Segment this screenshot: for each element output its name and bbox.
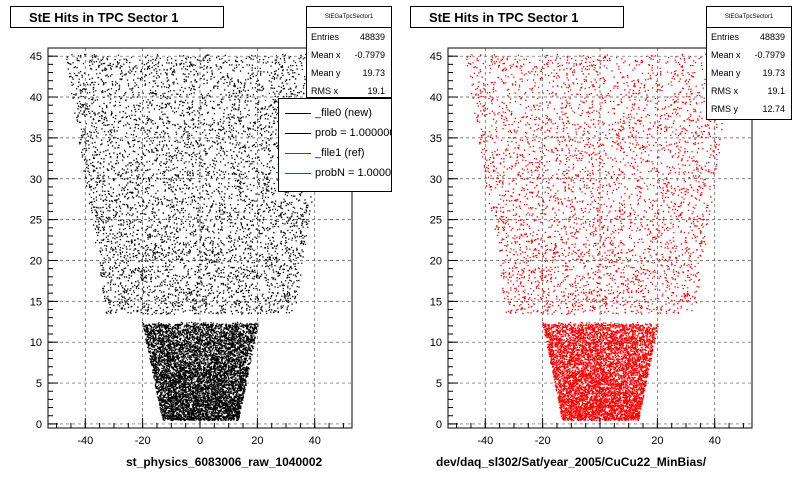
right-stats-name: StEGaTpcSector1 <box>707 7 791 28</box>
x-tick-label: -20 <box>535 435 551 447</box>
y-tick-label: 35 <box>30 133 42 145</box>
legend-entry-probn: probN = 1.000000 <box>279 163 391 183</box>
x-tick-label: -40 <box>477 435 493 447</box>
right-stats-row-rms-x: RMS x 19.1 <box>711 86 785 96</box>
x-tick-label: 20 <box>651 435 663 447</box>
x-tick-label: 40 <box>309 435 321 447</box>
left-stats-name: StEGaTpcSector1 <box>307 7 391 28</box>
right-scatter-plot: -40 -20 0 20 40 0 5 10 15 20 25 30 35 40 45 <box>430 47 753 447</box>
y-tick-label: 5 <box>36 378 42 390</box>
hit-cloud-inner <box>542 323 659 422</box>
y-tick-label: 40 <box>30 92 42 104</box>
hit-points <box>466 53 733 422</box>
y-tick-label: 15 <box>430 296 442 308</box>
left-stats-box: StEGaTpcSector1 Entries 48839 Mean x -0.79… <box>306 6 392 98</box>
x-tick-label: -20 <box>135 435 151 447</box>
x-tick-label: 40 <box>709 435 721 447</box>
legend-box: _file0 (new) prob = 1.000000 _file1 (ref… <box>278 98 392 192</box>
right-stats-row-entries: Entries 48839 <box>711 32 785 42</box>
right-stats-box: StEGaTpcSector1 Entries 48839 Mean x -0.79… <box>706 6 792 120</box>
y-tick-label: 30 <box>30 174 42 186</box>
x-tick-label: 0 <box>197 435 203 447</box>
y-tick-label: 45 <box>30 51 42 63</box>
hit-cloud-inner <box>142 323 259 422</box>
y-tick-label: 15 <box>30 296 42 308</box>
plot-frame-border <box>47 47 353 429</box>
left-stats-row-mean-x: Mean x -0.7979 <box>311 50 385 60</box>
right-stats-row-mean-y: Mean y 19.73 <box>711 68 785 78</box>
hit-cloud <box>466 53 733 422</box>
right-pad: -40 -20 0 20 40 0 5 10 15 20 25 30 35 40 45 StE Hits i… <box>400 0 800 480</box>
legend-entry-prob: prob = 1.000000 <box>279 123 391 143</box>
y-tick-label: 45 <box>430 51 442 63</box>
right-stats-row-mean-x: Mean x -0.7979 <box>711 50 785 60</box>
x-tick-label: 0 <box>597 435 603 447</box>
right-stats-row-rms-y: RMS y 12.74 <box>711 104 785 114</box>
y-tick-label: 30 <box>430 174 442 186</box>
right-pad-title: StE Hits in TPC Sector 1 <box>410 6 624 28</box>
y-tick-label: 25 <box>430 215 442 227</box>
legend-entry-file1: _file1 (ref) <box>279 143 391 163</box>
y-tick-label: 0 <box>436 419 442 431</box>
x-tick-label: -40 <box>77 435 93 447</box>
left-stats-row-rms-x: RMS x 19.1 <box>311 86 385 96</box>
y-tick-label: 5 <box>436 378 442 390</box>
left-stats-row-mean-y: Mean y 19.73 <box>311 68 385 78</box>
legend-entry-file0: _file0 (new) <box>279 103 391 123</box>
y-tick-label: 10 <box>30 337 42 349</box>
left-x-axis-label: st_physics_6083006_raw_1040002 <box>126 455 323 469</box>
x-tick-label: 20 <box>251 435 263 447</box>
y-tick-label: 20 <box>430 255 442 267</box>
y-tick-label: 25 <box>30 215 42 227</box>
y-tick-label: 40 <box>430 92 442 104</box>
hit-cloud <box>66 53 333 422</box>
plot-frame-border <box>447 47 753 429</box>
left-stats-row-entries: Entries 48839 <box>311 32 385 42</box>
y-tick-label: 0 <box>36 419 42 431</box>
left-pad-title: StE Hits in TPC Sector 1 <box>10 6 224 28</box>
right-x-axis-label: dev/daq_sl302/Sat/year_2005/CuCu22_MinBi… <box>436 455 707 469</box>
hit-points <box>66 53 333 422</box>
grid <box>448 48 752 428</box>
y-tick-label: 10 <box>430 337 442 349</box>
y-tick-label: 35 <box>430 133 442 145</box>
y-tick-label: 20 <box>30 255 42 267</box>
left-pad: -40 -20 0 20 40 0 5 10 15 20 25 30 35 40 45 StE Hits i… <box>10 6 392 469</box>
